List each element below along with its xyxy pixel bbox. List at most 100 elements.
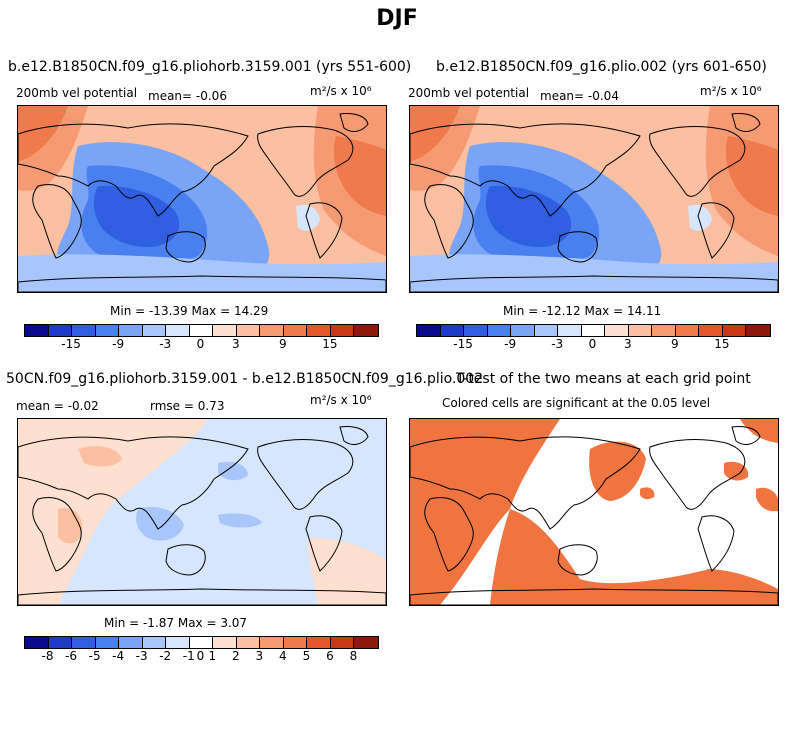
- panel1-minmax: Min = -13.39 Max = 14.29: [110, 304, 269, 318]
- coastline: [339, 113, 369, 132]
- panel1-variable: 200mb vel potential: [16, 86, 138, 100]
- colorbar-cell: [417, 325, 441, 336]
- colorbar-cell: [142, 325, 167, 336]
- colorbar-label: -5: [88, 649, 101, 663]
- map-svg: [18, 106, 386, 292]
- panel2-title: b.e12.B1850CN.f09_g16.plio.002 (yrs 601-…: [436, 59, 767, 75]
- coastline: [18, 123, 249, 217]
- significant-region: [410, 419, 560, 605]
- panel2-colorbar-labels: -15 -9 -3 0 3 9 15: [416, 337, 769, 351]
- field-positive: [308, 538, 386, 605]
- field-negative-strong: [93, 185, 180, 248]
- coastline: [410, 123, 641, 217]
- colorbar-label: -3: [159, 337, 172, 351]
- field-negative: [218, 461, 248, 481]
- coastline: [18, 275, 386, 292]
- panel2-colorbar: [416, 324, 771, 337]
- field-positive-strong: [725, 136, 778, 216]
- colorbar-label: -15: [61, 337, 81, 351]
- field-negative: [218, 513, 262, 528]
- coastline: [649, 126, 746, 197]
- field-positive-strong: [333, 136, 386, 216]
- colorbar-cell: [166, 325, 190, 336]
- coastline: [649, 439, 746, 510]
- significant-region: [706, 569, 778, 605]
- colorbar-cell: [25, 325, 49, 336]
- panel3-map: [17, 418, 387, 606]
- colorbar-label: -9: [112, 337, 125, 351]
- colorbar-cell: [166, 637, 190, 648]
- colorbar-label: 15: [322, 337, 338, 351]
- colorbar-label: -15: [453, 337, 473, 351]
- colorbar-label: 9: [279, 337, 287, 351]
- colorbar-cell: [283, 637, 308, 648]
- colorbar-label: 15: [714, 337, 730, 351]
- coastline: [257, 126, 354, 197]
- panel2-units: m²/s x 10⁶: [700, 84, 762, 98]
- panel1-title: b.e12.B1850CN.f09_g16.pliohorb.3159.001 …: [8, 59, 412, 75]
- colorbar-cell: [236, 325, 261, 336]
- colorbar-cell: [534, 325, 559, 336]
- coastline: [410, 436, 641, 530]
- coastline: [32, 497, 82, 572]
- colorbar-label: 8: [349, 649, 358, 663]
- panel3-rmse: rmse = 0.73: [150, 399, 225, 413]
- colorbar-cell: [142, 637, 167, 648]
- colorbar-cell: [464, 325, 488, 336]
- colorbar-cell: [652, 325, 676, 336]
- colorbar-cell: [722, 325, 747, 336]
- colorbar-cell: [95, 325, 120, 336]
- panel3-units: m²/s x 10⁶: [310, 393, 372, 407]
- panel3-colorbar: [24, 636, 379, 649]
- colorbar-label: -3: [135, 649, 148, 663]
- field-positive: [18, 419, 208, 605]
- panel3-minmax: Min = -1.87 Max = 3.07: [104, 616, 248, 630]
- coastline: [557, 231, 598, 263]
- colorbar-cell: [119, 325, 143, 336]
- colorbar-cell: [628, 325, 653, 336]
- coastline: [305, 202, 343, 259]
- panel2-mean: mean= -0.04: [540, 89, 619, 103]
- coastline: [424, 497, 474, 572]
- panel1-units: m²/s x 10⁶: [310, 84, 372, 98]
- field-weak: [296, 204, 320, 231]
- field-positive-strong: [18, 106, 68, 162]
- panel1-colorbar: [24, 324, 379, 337]
- coastline: [165, 231, 206, 263]
- panel1-map: [17, 105, 387, 293]
- colorbar-cell: [48, 637, 73, 648]
- colorbar-cell: [213, 637, 237, 648]
- coastline: [410, 588, 778, 605]
- map-svg: [410, 106, 778, 292]
- colorbar-label: 0: [588, 337, 597, 351]
- field-positive-strong: [410, 106, 460, 162]
- coastline: [557, 544, 598, 576]
- significant-region: [740, 419, 778, 443]
- colorbar-cell: [95, 637, 120, 648]
- coastline: [731, 113, 761, 132]
- colorbar-label: -6: [65, 649, 78, 663]
- panel1-colorbar-labels: -15 -9 -3 0 3 9 15: [24, 337, 377, 351]
- colorbar-cell: [72, 325, 96, 336]
- colorbar-cell: [354, 637, 378, 648]
- field-negative-weak: [410, 254, 778, 292]
- field-negative-strong: [485, 185, 572, 248]
- field-weak: [688, 204, 712, 231]
- coastline: [697, 202, 735, 259]
- coastline: [305, 515, 343, 572]
- colorbar-cell: [307, 325, 331, 336]
- colorbar-cell: [260, 637, 284, 648]
- colorbar-cell: [440, 325, 465, 336]
- colorbar-cell: [72, 637, 96, 648]
- significant-region: [756, 487, 778, 512]
- significant-region: [640, 487, 655, 500]
- coastline: [731, 426, 761, 445]
- colorbar-label: -1: [182, 649, 195, 663]
- colorbar-cell: [330, 637, 355, 648]
- colorbar-label: -4: [112, 649, 125, 663]
- coastline: [410, 275, 778, 292]
- colorbar-label: 9: [671, 337, 679, 351]
- colorbar-label: 6: [326, 649, 334, 663]
- colorbar-cell: [605, 325, 629, 336]
- coastline: [697, 515, 735, 572]
